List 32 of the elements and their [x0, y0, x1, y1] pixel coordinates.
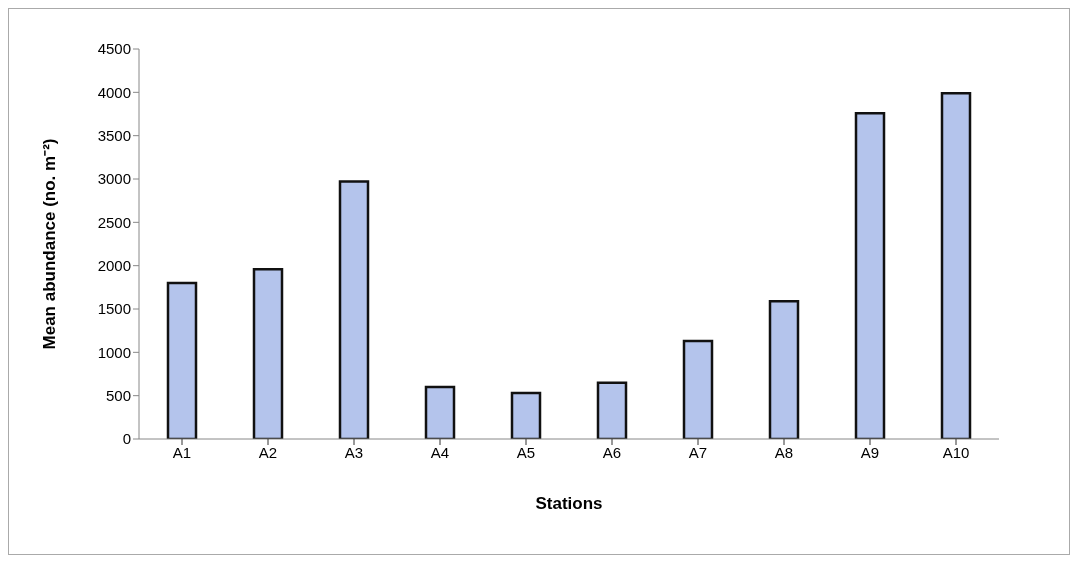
y-tick-label: 2500: [97, 213, 131, 231]
y-tick-label: 2000: [97, 256, 131, 274]
x-tick-label: A1: [172, 443, 192, 461]
bar: [854, 111, 886, 439]
y-tick-label: 3500: [97, 126, 131, 144]
bar: [768, 299, 800, 439]
x-tick-label: A10: [942, 443, 970, 461]
x-tick-label: A7: [688, 443, 708, 461]
x-tick-label: A8: [774, 443, 794, 461]
y-tick-label: 500: [105, 386, 131, 404]
bar: [510, 391, 542, 439]
x-tick-label: A4: [430, 443, 450, 461]
x-tick-label: A2: [258, 443, 278, 461]
bar: [596, 381, 628, 439]
y-tick-label: 4000: [97, 83, 131, 101]
bar: [166, 281, 198, 439]
bar: [252, 267, 284, 439]
x-tick-label: A3: [344, 443, 364, 461]
x-axis-title: Stations: [535, 494, 603, 513]
y-tick-label: 1000: [97, 343, 131, 361]
y-tick-label: 3000: [97, 170, 131, 188]
x-tick-label: A5: [516, 443, 536, 461]
y-tick-label: 0: [122, 430, 131, 448]
y-tick-label: 1500: [97, 300, 131, 318]
bar: [424, 385, 456, 439]
x-tick-label: A9: [860, 443, 880, 461]
bar: [682, 339, 714, 439]
y-axis-title: Mean abundance (no. m⁻²): [40, 138, 60, 350]
y-tick-label: 4500: [97, 40, 131, 58]
x-tick-label: A6: [602, 443, 622, 461]
bar: [940, 91, 972, 439]
bar: [338, 180, 370, 439]
